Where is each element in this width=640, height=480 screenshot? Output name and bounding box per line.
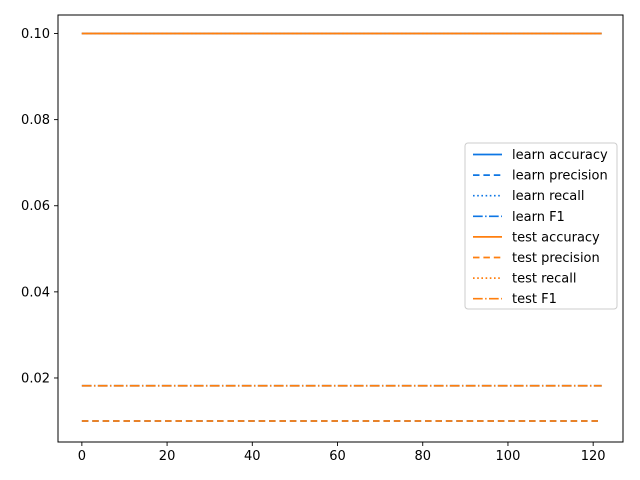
y-tick-label: 0.08: [21, 113, 50, 128]
legend-label-test-recall: test recall: [512, 272, 577, 287]
legend-label-learn-accuracy: learn accuracy: [512, 148, 608, 163]
y-tick-label: 0.10: [21, 27, 50, 42]
legend-label-learn-f1: learn F1: [512, 210, 565, 225]
legend-box: [464, 142, 618, 310]
x-tick-label: 80: [414, 449, 431, 464]
x-tick-label: 40: [244, 449, 261, 464]
y-tick-label: 0.02: [21, 371, 50, 386]
x-tick-label: 100: [496, 449, 521, 464]
x-tick-label: 0: [78, 449, 86, 464]
legend-label-test-precision: test precision: [512, 251, 600, 266]
legend-label-test-accuracy: test accuracy: [512, 230, 600, 245]
x-tick-label: 120: [581, 449, 606, 464]
y-tick-label: 0.04: [21, 285, 50, 300]
x-tick-label: 20: [159, 449, 176, 464]
x-tick-label: 60: [329, 449, 346, 464]
legend-label-test-f1: test F1: [512, 292, 557, 307]
legend-label-learn-precision: learn precision: [512, 169, 608, 184]
y-tick-label: 0.06: [21, 199, 50, 214]
legend-label-learn-recall: learn recall: [512, 189, 584, 204]
axes-frame: [57, 14, 624, 443]
